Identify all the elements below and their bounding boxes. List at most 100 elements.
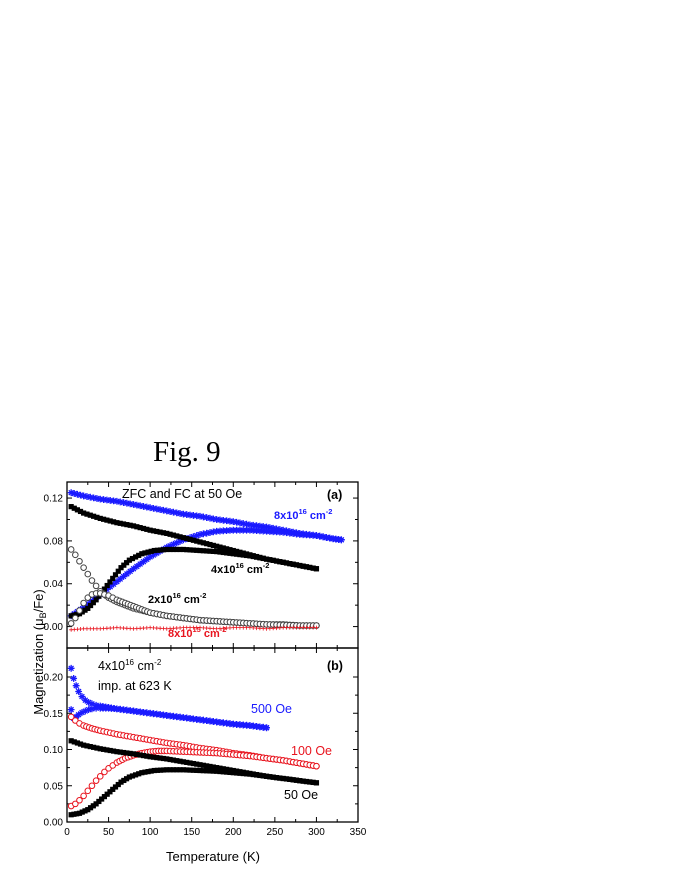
- x-tick-label: 0: [64, 827, 70, 838]
- data-point: [180, 767, 186, 773]
- data-point: [132, 554, 139, 560]
- panel-a-tag: (a): [327, 488, 342, 502]
- data-point: [101, 768, 108, 776]
- data-point: [224, 550, 230, 556]
- data-point: [230, 547, 236, 554]
- data-point: [224, 546, 230, 552]
- data-point: [151, 767, 157, 774]
- series-label-500oe: 500 Oe: [251, 702, 292, 716]
- data-point: [137, 525, 143, 531]
- data-point: [277, 559, 283, 565]
- data-point: [210, 542, 216, 549]
- y-tick-label: 0.12: [44, 494, 64, 505]
- data-point: [83, 601, 91, 609]
- data-point: [67, 664, 75, 672]
- data-point: [184, 535, 190, 542]
- series-label-8e16: 8x1016 cm-2: [274, 507, 332, 522]
- data-point: [167, 531, 173, 537]
- data-point: [132, 772, 139, 778]
- data-point: [107, 579, 113, 585]
- data-point: [303, 564, 310, 570]
- series-label-2e16: 2x1016 cm-2: [148, 591, 206, 606]
- data-point: [104, 791, 110, 797]
- data-point: [126, 557, 132, 563]
- data-point: [297, 562, 303, 569]
- data-point: [194, 767, 200, 773]
- data-point: [204, 768, 210, 774]
- data-point: [310, 565, 316, 571]
- data-point: [157, 547, 164, 553]
- data-point: [224, 766, 230, 772]
- data-point: [110, 580, 117, 588]
- data-point: [154, 767, 161, 773]
- data-point: [293, 777, 300, 783]
- data-point: [148, 548, 154, 554]
- data-point: [99, 796, 105, 802]
- data-point: [154, 755, 160, 761]
- data-point: [116, 575, 124, 583]
- data-point: [90, 600, 96, 606]
- data-point: [82, 607, 88, 613]
- data-point: [85, 698, 93, 706]
- data-point: [117, 749, 123, 755]
- data-point: [68, 613, 74, 619]
- data-point: [67, 706, 75, 714]
- data-point: [240, 770, 246, 777]
- data-point: [161, 547, 167, 553]
- data-point: [260, 773, 266, 779]
- data-point: [214, 543, 220, 549]
- data-point: [77, 491, 84, 499]
- data-point: [68, 738, 74, 744]
- data-point: [67, 620, 75, 627]
- data-point: [144, 753, 150, 759]
- data-point: [177, 546, 183, 553]
- data-point: [263, 724, 270, 732]
- data-point: [120, 749, 127, 756]
- data-point: [194, 547, 200, 553]
- data-point: [300, 563, 306, 569]
- data-point: [142, 550, 148, 556]
- data-point: [110, 748, 117, 754]
- data-point: [130, 751, 137, 757]
- data-point: [170, 546, 177, 553]
- data-point: [307, 779, 313, 785]
- data-point: [187, 547, 193, 553]
- data-point: [81, 742, 87, 748]
- data-point: [187, 760, 193, 766]
- data-point: [123, 560, 130, 566]
- data-point: [164, 756, 170, 762]
- data-point: [189, 533, 197, 541]
- x-tick-label: 100: [142, 827, 159, 838]
- data-point: [257, 772, 263, 779]
- data-point: [177, 767, 183, 773]
- data-point: [90, 803, 96, 809]
- data-point: [190, 547, 196, 553]
- data-point: [280, 775, 286, 782]
- data-point: [200, 768, 206, 774]
- data-point: [150, 551, 157, 559]
- data-point: [313, 566, 320, 572]
- data-point: [78, 709, 86, 716]
- data-point: [197, 767, 203, 774]
- data-point: [133, 562, 141, 570]
- data-point: [184, 767, 190, 773]
- data-point: [67, 489, 75, 497]
- data-point: [82, 808, 88, 814]
- data-point: [137, 752, 143, 758]
- data-point: [80, 599, 87, 607]
- data-point: [126, 567, 134, 575]
- data-point: [250, 553, 256, 560]
- data-point: [145, 769, 151, 775]
- data-point: [210, 548, 216, 554]
- data-point: [253, 554, 260, 560]
- data-point: [177, 534, 183, 540]
- data-point: [227, 769, 233, 776]
- data-point: [180, 759, 186, 765]
- data-point: [123, 776, 130, 782]
- y-tick-label: 0.04: [44, 579, 64, 590]
- data-point: [85, 807, 91, 813]
- data-point: [227, 547, 233, 553]
- data-point: [207, 768, 213, 774]
- data-point: [129, 555, 136, 562]
- data-point: [68, 504, 74, 510]
